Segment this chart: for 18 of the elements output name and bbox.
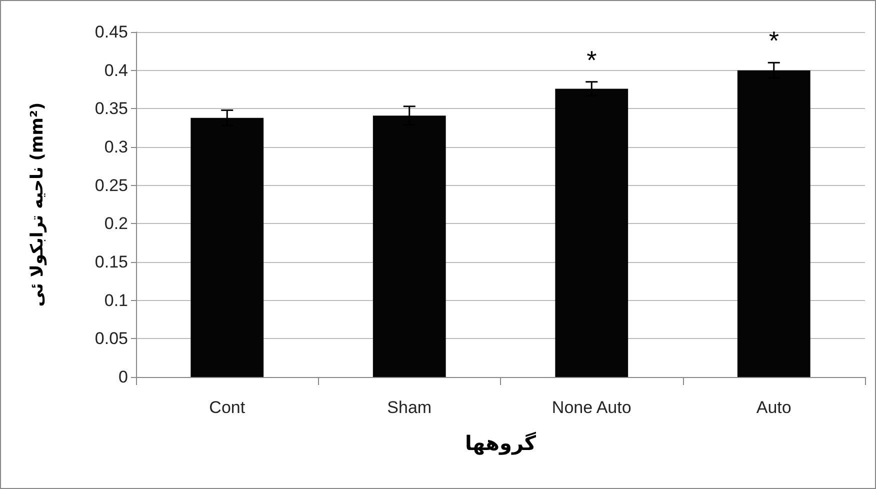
- y-tick-label: 0.1: [104, 290, 128, 310]
- y-tick-label: 0.05: [94, 329, 128, 348]
- y-tick-label: 0.2: [104, 214, 128, 234]
- x-tick-label: Sham: [387, 398, 432, 417]
- x-tick-label: Cont: [209, 398, 246, 417]
- x-axis-title: گروهها: [464, 431, 536, 455]
- annotation: *: [768, 26, 779, 56]
- y-tick-label: 0.15: [94, 252, 128, 272]
- y-tick-label: 0.3: [104, 138, 128, 156]
- y-tick-label: 0.45: [94, 22, 128, 42]
- y-tick-label: 0.25: [94, 176, 128, 195]
- y-tick-label: 0: [118, 368, 128, 386]
- y-tick-label: 0.35: [94, 99, 128, 118]
- annotation: *: [586, 44, 597, 75]
- x-tick-label: Auto: [756, 398, 792, 417]
- y-tick-label: 0.4: [104, 60, 128, 80]
- y-axis-title: ناحیه ترابکولا ئی (mm²): [28, 102, 48, 307]
- x-tick-label: None Auto: [552, 398, 632, 417]
